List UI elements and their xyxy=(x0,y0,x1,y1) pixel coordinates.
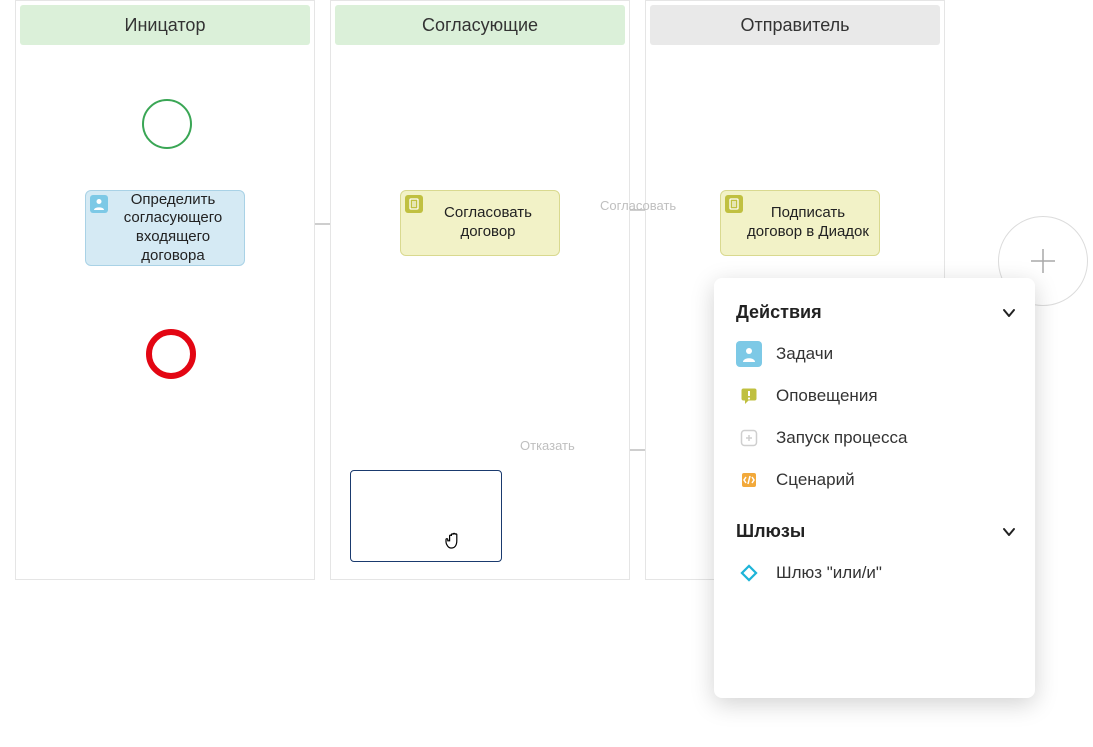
task-task_sign[interactable]: Подписать договор в Диадок xyxy=(720,190,880,256)
actions-panel: Действия Задачи Оповещения Запуск процесса С… xyxy=(714,278,1035,698)
panel-item-scenario[interactable]: Сценарий xyxy=(732,459,1023,501)
doc-icon xyxy=(725,195,743,213)
chevron-down-icon xyxy=(1001,305,1017,321)
panel-item-label: Шлюз "или/и" xyxy=(776,563,882,583)
panel-section-title: Действия xyxy=(736,302,822,323)
panel-item-label: Сценарий xyxy=(776,470,855,490)
panel-section-header[interactable]: Шлюзы xyxy=(732,515,1023,552)
lane-header-approvers: Согласующие xyxy=(335,5,625,45)
person-icon xyxy=(90,195,108,213)
task-label: Согласовать договор xyxy=(427,204,549,242)
task-task_define[interactable]: Определить согласующего входящего догово… xyxy=(85,190,245,266)
panel-item-label: Задачи xyxy=(776,344,833,364)
script-icon xyxy=(736,467,762,493)
task-label: Определить согласующего входящего догово… xyxy=(112,191,234,266)
panel-section-title: Шлюзы xyxy=(736,521,805,542)
lane-initiator: Иницатор xyxy=(15,0,315,580)
edge-label: Согласовать xyxy=(600,198,676,213)
panel-item-tasks[interactable]: Задачи xyxy=(732,333,1023,375)
diamond-icon xyxy=(736,560,762,586)
alert-icon xyxy=(736,383,762,409)
panel-item-label: Оповещения xyxy=(776,386,878,406)
panel-item-gateway_or_and[interactable]: Шлюз "или/и" xyxy=(732,552,1023,594)
end-event[interactable] xyxy=(146,329,196,379)
drop-placeholder[interactable] xyxy=(350,470,502,562)
lane-header-initiator: Иницатор xyxy=(20,5,310,45)
task-label: Подписать договор в Диадок xyxy=(747,204,869,242)
chevron-down-icon xyxy=(1001,524,1017,540)
panel-item-label: Запуск процесса xyxy=(776,428,907,448)
grab-cursor-icon xyxy=(436,522,464,550)
panel-section-header[interactable]: Действия xyxy=(732,296,1023,333)
lane-header-sender: Отправитель xyxy=(650,5,940,45)
task-task_approve[interactable]: Согласовать договор xyxy=(400,190,560,256)
doc-icon xyxy=(405,195,423,213)
person-icon xyxy=(736,341,762,367)
plusdoc-icon xyxy=(736,425,762,451)
panel-item-start_process[interactable]: Запуск процесса xyxy=(732,417,1023,459)
edge-label: Отказать xyxy=(520,438,575,453)
start-event[interactable] xyxy=(142,99,192,149)
panel-item-notifications[interactable]: Оповещения xyxy=(732,375,1023,417)
